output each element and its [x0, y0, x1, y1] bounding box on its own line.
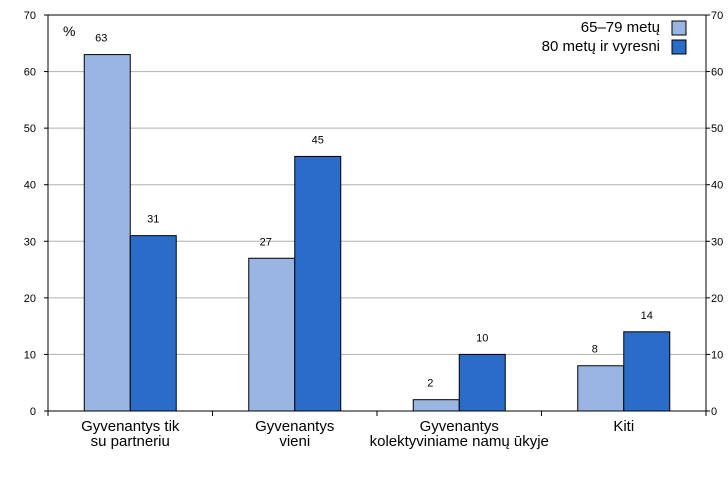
- axes: 0 0 10 10 20 20 30 30 40 40 50 50 60 60 70 70 Gyvenantys…: [24, 10, 724, 450]
- legend-swatch: [671, 39, 687, 55]
- y-unit-label: %: [63, 23, 75, 39]
- y-tick-label-right: 0: [711, 406, 717, 418]
- data-label: 2: [427, 378, 433, 390]
- bars: [83, 54, 671, 412]
- x-category-label: vieni: [279, 433, 310, 450]
- bar-series1: [577, 365, 625, 412]
- bar-series1: [412, 399, 460, 412]
- y-tick-label: 70: [24, 10, 36, 22]
- y-tick-label: 10: [24, 349, 36, 361]
- y-tick-label: 60: [24, 67, 36, 79]
- x-category-label: kolektyviniame namų ūkyje: [370, 433, 549, 450]
- x-category-label: Gyvenantys: [420, 418, 499, 435]
- x-category-label: Gyvenantys tik: [81, 418, 180, 435]
- y-tick-label: 30: [24, 236, 36, 248]
- y-tick-label: 20: [24, 293, 36, 305]
- data-label: 14: [641, 310, 653, 322]
- legend-label: 65–79 metų: [581, 19, 660, 36]
- data-label: 8: [592, 344, 598, 356]
- y-tick-label: 50: [24, 123, 36, 135]
- x-category-label: Kiti: [613, 418, 634, 435]
- legend-label: 80 metų ir vyresni: [542, 38, 660, 55]
- data-label: 45: [312, 134, 324, 146]
- bar-series1: [248, 257, 296, 412]
- y-tick-label-right: 60: [711, 67, 723, 79]
- data-labels: 63 31 27 45 2 10 8 14: [95, 33, 653, 390]
- y-tick-label-right: 10: [711, 349, 723, 361]
- bar-series2: [294, 155, 342, 412]
- bar-series2: [458, 353, 506, 412]
- data-label: 31: [147, 214, 159, 226]
- bar-series2: [129, 235, 177, 412]
- x-category-label: Gyvenantys: [255, 418, 334, 435]
- y-tick-label-right: 40: [711, 180, 723, 192]
- legend-swatch: [671, 20, 687, 36]
- y-tick-label: 40: [24, 180, 36, 192]
- y-tick-label-right: 30: [711, 236, 723, 248]
- data-label: 10: [476, 332, 488, 344]
- y-tick-label: 0: [30, 406, 36, 418]
- bar-series1: [83, 54, 131, 412]
- y-tick-label-right: 50: [711, 123, 723, 135]
- x-category-label: su partneriu: [91, 433, 170, 450]
- y-tick-label-right: 70: [711, 10, 723, 22]
- y-tick-label-right: 20: [711, 293, 723, 305]
- legend: 65–79 metų 80 metų ir vyresni: [542, 19, 687, 55]
- data-label: 63: [95, 33, 107, 45]
- data-label: 27: [260, 236, 272, 248]
- bar-series2: [623, 331, 671, 412]
